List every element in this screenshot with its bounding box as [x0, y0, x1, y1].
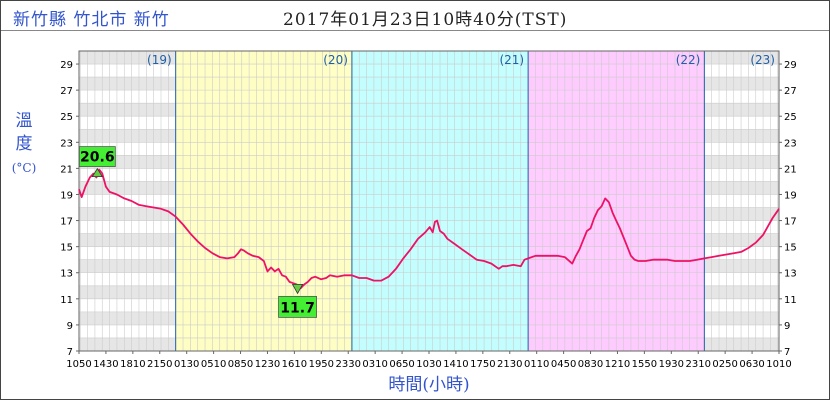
x-tick-label: 1010 [766, 359, 791, 370]
temperature-line [78, 168, 780, 290]
x-axis-title: 時間(小時) [388, 375, 469, 395]
y-tick-right: 23 [784, 138, 797, 149]
header-divider [1, 30, 829, 31]
y-axis-unit: (°C) [12, 161, 37, 175]
header: 新竹縣 竹北市 新竹 2017年01月23日10時40分(TST) [1, 1, 829, 31]
y-axis-title-char: 度 [16, 134, 33, 154]
x-tick-label: 1030 [416, 359, 441, 370]
x-tick-label: 0510 [201, 359, 226, 370]
y-tick-left: 11 [60, 295, 73, 306]
x-tick-label: 2310 [686, 359, 711, 370]
min-label-box [278, 295, 317, 318]
min-label: 11.7 [280, 300, 315, 316]
day-label: (22) [676, 53, 701, 67]
y-tick-right: 29 [784, 60, 797, 71]
x-tick-label: 0450 [551, 359, 576, 370]
y-tick-left: 23 [60, 138, 73, 149]
y-tick-left: 29 [60, 60, 73, 71]
day-label: (21) [499, 53, 524, 67]
timestamp: 2017年01月23日10時40分(TST) [283, 10, 568, 30]
min-marker [291, 283, 304, 295]
x-tick-label: 1550 [632, 359, 657, 370]
y-tick-right: 15 [784, 243, 797, 254]
x-tick-label: 1750 [470, 359, 495, 370]
x-tick-label: 0110 [524, 359, 549, 370]
y-tick-right: 27 [784, 86, 797, 97]
y-tick-left: 15 [60, 243, 73, 254]
x-tick-label: 1050 [66, 359, 91, 370]
x-tick-label: 0650 [389, 359, 414, 370]
y-tick-left: 21 [60, 164, 73, 175]
x-tick-label: 1430 [93, 359, 118, 370]
x-tick-label: 0630 [739, 359, 764, 370]
y-tick-right: 17 [784, 217, 797, 228]
x-tick-label: 0830 [578, 359, 603, 370]
x-tick-label: 1610 [282, 359, 307, 370]
x-tick-label: 0250 [712, 359, 737, 370]
y-tick-right: 11 [784, 295, 797, 306]
x-tick-label: 1210 [605, 359, 630, 370]
y-tick-left: 27 [60, 86, 73, 97]
day-label: (19) [147, 53, 172, 67]
y-tick-left: 17 [60, 217, 73, 228]
x-tick-label: 1950 [309, 359, 334, 370]
y-tick-left: 13 [60, 269, 73, 280]
y-axis-title-char: 溫 [16, 111, 33, 131]
max-label: 20.6 [80, 150, 115, 166]
y-tick-right: 21 [784, 164, 797, 175]
max-marker [91, 167, 104, 178]
x-tick-label: 0850 [228, 359, 253, 370]
y-tick-right: 25 [784, 112, 797, 123]
y-tick-left: 9 [67, 321, 73, 332]
x-tick-label: 0130 [174, 359, 199, 370]
y-tick-right: 7 [784, 347, 790, 358]
y-tick-left: 7 [67, 347, 73, 358]
x-tick-label: 0310 [362, 359, 387, 370]
y-tick-right: 19 [784, 190, 797, 201]
x-tick-label: 1810 [120, 359, 145, 370]
x-tick-label: 1230 [255, 359, 280, 370]
x-tick-label: 2130 [497, 359, 522, 370]
max-label-box [78, 146, 116, 168]
x-tick-label: 2150 [147, 359, 172, 370]
station-title: 新竹縣 竹北市 新竹 [13, 10, 170, 30]
y-tick-right: 13 [784, 269, 797, 280]
y-tick-right: 9 [784, 321, 790, 332]
day-label: (20) [323, 53, 348, 67]
y-tick-left: 25 [60, 112, 73, 123]
x-tick-label: 1410 [443, 359, 468, 370]
x-tick-label: 1930 [659, 359, 684, 370]
x-tick-label: 2330 [336, 359, 361, 370]
y-tick-left: 19 [60, 190, 73, 201]
day-label: (23) [750, 53, 775, 67]
